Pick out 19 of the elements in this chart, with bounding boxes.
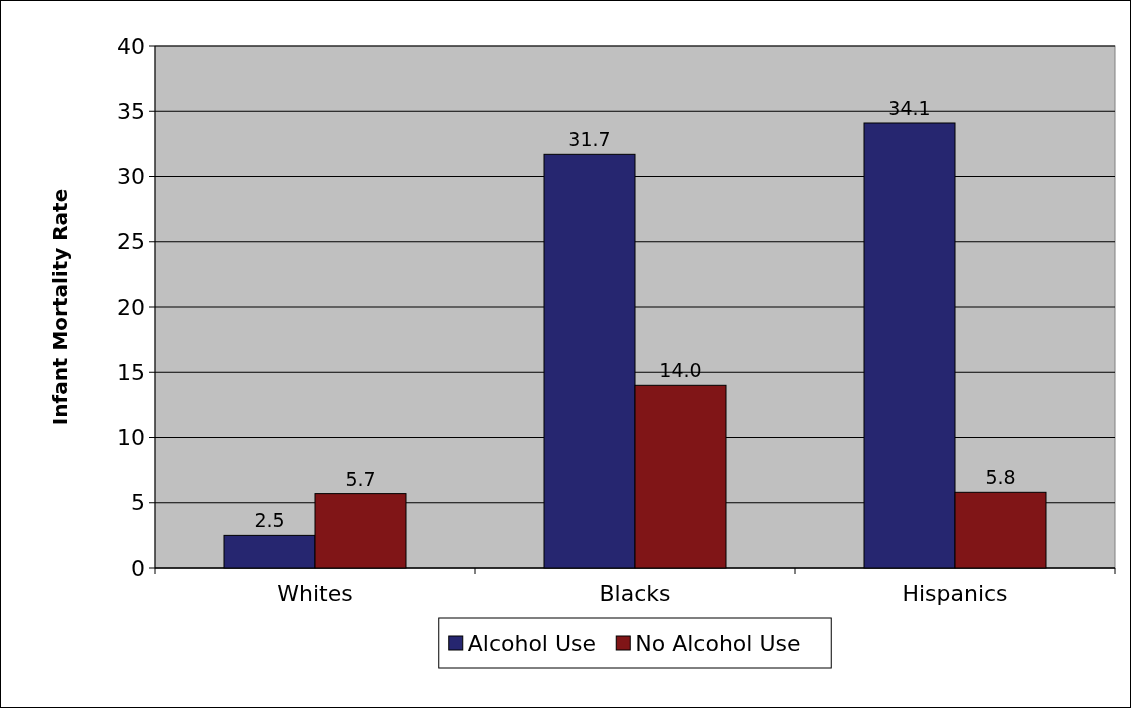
legend-label: Alcohol Use xyxy=(467,630,597,656)
y-tick-label: 20 xyxy=(117,294,145,320)
legend-label: No Alcohol Use xyxy=(635,630,801,656)
y-tick-label: 10 xyxy=(117,425,145,451)
x-tick-label: Whites xyxy=(277,581,353,606)
x-tick-label: Blacks xyxy=(599,581,671,606)
data-label: 31.7 xyxy=(568,128,611,151)
data-label: 5.7 xyxy=(345,467,376,490)
x-tick-label: Hispanics xyxy=(902,581,1008,606)
y-tick-label: 5 xyxy=(131,490,145,516)
y-tick-label: 35 xyxy=(117,98,145,124)
y-tick-label: 25 xyxy=(117,229,145,255)
y-tick-label: 0 xyxy=(131,555,145,581)
y-tick-label: 30 xyxy=(117,164,145,190)
y-tick-label: 15 xyxy=(117,359,145,385)
y-tick-label: 40 xyxy=(117,33,145,59)
y-axis-title: Infant Mortality Rate xyxy=(48,188,72,426)
data-label: 2.5 xyxy=(254,509,285,532)
data-label: 5.8 xyxy=(985,466,1016,489)
